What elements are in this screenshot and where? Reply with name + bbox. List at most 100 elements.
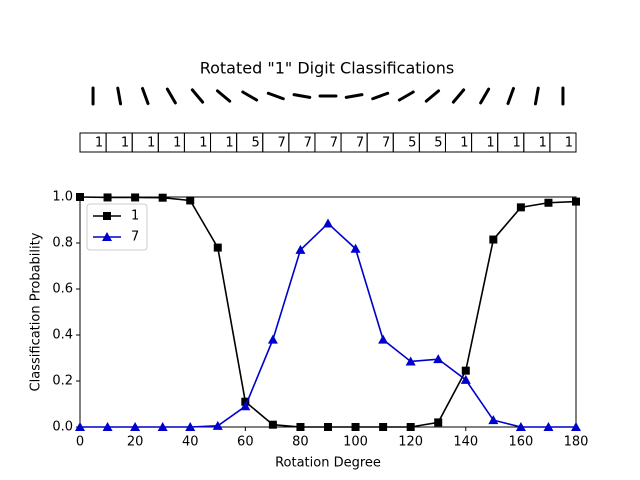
series-line: [80, 222, 576, 428]
data-point: [350, 243, 361, 253]
data-point: [489, 235, 498, 244]
y-tick-label: 0.4: [52, 328, 73, 343]
data-point: [406, 423, 415, 431]
data-point: [212, 420, 223, 430]
predicted-label: 1: [486, 136, 494, 151]
data-point: [516, 203, 525, 212]
data-point: [131, 193, 140, 202]
predicted-label: 5: [251, 136, 259, 151]
predicted-label: 1: [565, 136, 573, 151]
plot-frame: [79, 196, 577, 428]
label-cell: [549, 132, 577, 153]
digit-image: [215, 89, 232, 103]
data-point: [323, 218, 333, 228]
data-point: [295, 244, 306, 254]
data-point: [571, 422, 581, 431]
data-point: [213, 243, 222, 252]
digit-image: [266, 91, 285, 101]
data-point: [515, 422, 526, 431]
digit-image: [424, 89, 441, 103]
y-tick-label: 0.2: [52, 374, 73, 389]
legend-label: 1: [131, 209, 139, 224]
data-point: [240, 401, 251, 411]
x-tick-label: 0: [76, 435, 84, 450]
predicted-label: 5: [434, 136, 442, 151]
legend-label: 7: [131, 230, 139, 245]
y-tick-label: 1.0: [52, 190, 73, 205]
data-point: [378, 334, 389, 344]
predicted-label: 7: [356, 136, 364, 151]
predicted-label: 1: [460, 136, 468, 151]
data-point: [433, 354, 444, 364]
predicted-label: 1: [199, 136, 207, 151]
digit-image: [451, 88, 466, 104]
x-tick-label: 180: [564, 435, 589, 450]
legend-marker: [102, 232, 112, 241]
predicted-label: 7: [304, 136, 312, 151]
legend-marker: [103, 212, 111, 220]
data-point: [379, 423, 388, 431]
data-point: [405, 356, 416, 366]
y-tick-label: 0.8: [52, 236, 73, 251]
x-tick-label: 140: [453, 435, 478, 450]
data-point: [296, 423, 305, 431]
data-point: [158, 193, 167, 202]
predicted-label: 7: [330, 136, 338, 151]
digit-image: [116, 86, 123, 106]
digit-image: [397, 90, 415, 102]
predicted-label: 1: [513, 136, 521, 151]
predicted-label: 1: [95, 136, 103, 151]
digit-image: [292, 93, 312, 99]
data-point: [460, 374, 471, 384]
digit-image: [344, 93, 364, 99]
data-point: [544, 198, 553, 207]
data-point: [351, 423, 360, 431]
predicted-label: 5: [408, 136, 416, 151]
predicted-label: 1: [121, 136, 129, 151]
data-point: [102, 422, 113, 431]
predicted-label: 1: [147, 136, 155, 151]
data-point: [157, 422, 168, 431]
data-point: [103, 193, 112, 202]
digit-image: [533, 86, 540, 106]
digit-image: [371, 91, 390, 101]
chart-title: Rotated "1" Digit Classifications: [200, 59, 455, 78]
x-tick-label: 40: [182, 435, 199, 450]
data-point: [324, 423, 332, 431]
data-point: [185, 422, 196, 431]
predicted-label: 1: [225, 136, 233, 151]
y-tick-label: 0.0: [52, 420, 73, 435]
x-tick-label: 100: [343, 435, 368, 450]
data-point: [572, 197, 580, 206]
digit-image: [141, 86, 150, 106]
predicted-label: 1: [173, 136, 181, 151]
y-axis-label: Classification Probability: [29, 232, 44, 391]
x-tick-label: 20: [127, 435, 144, 450]
digit-image: [190, 88, 205, 104]
digit-image: [241, 90, 259, 102]
predicted-label: 1: [539, 136, 547, 151]
x-tick-label: 160: [508, 435, 533, 450]
data-point: [267, 334, 278, 344]
digit-image: [479, 87, 491, 105]
data-point: [268, 420, 277, 429]
predicted-label: 7: [278, 136, 286, 151]
data-point: [75, 422, 85, 431]
data-point: [186, 196, 195, 205]
x-tick-label: 60: [237, 435, 254, 450]
data-point: [76, 193, 84, 201]
data-point: [434, 418, 443, 427]
predicted-label: 7: [382, 136, 390, 151]
data-point: [461, 366, 470, 375]
x-axis-label: Rotation Degree: [275, 456, 381, 471]
series-line: [79, 196, 577, 428]
data-point: [488, 415, 499, 425]
digit-image: [506, 86, 515, 106]
digit-image: [165, 87, 177, 105]
data-point: [543, 422, 554, 431]
x-tick-label: 120: [398, 435, 423, 450]
y-tick-label: 0.6: [52, 282, 73, 297]
x-tick-label: 80: [292, 435, 309, 450]
data-point: [130, 422, 141, 431]
